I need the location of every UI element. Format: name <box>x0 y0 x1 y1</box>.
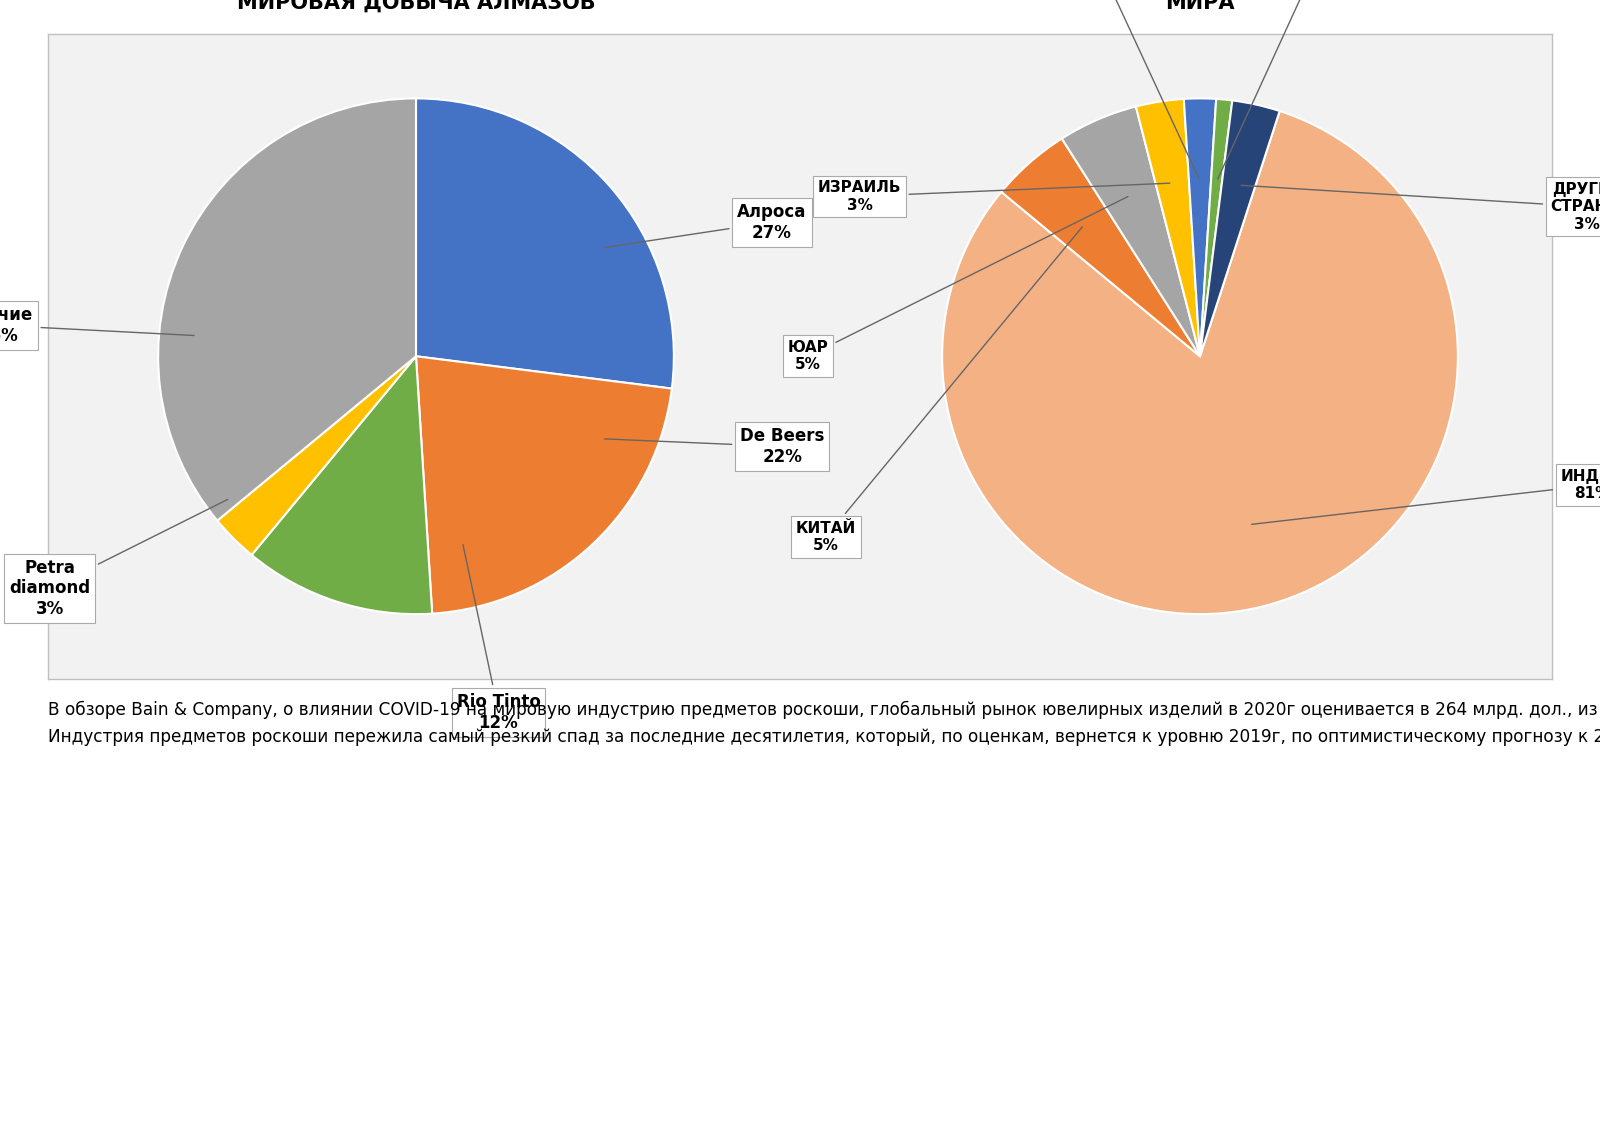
Text: Petra
diamond
3%: Petra diamond 3% <box>10 499 227 619</box>
Text: ИЗРАИЛЬ
3%: ИЗРАИЛЬ 3% <box>818 180 1170 213</box>
Text: ДРУГИЕ
СТРАНЫ
3%: ДРУГИЕ СТРАНЫ 3% <box>1242 182 1600 232</box>
Text: ЮАР
5%: ЮАР 5% <box>787 197 1128 372</box>
Wedge shape <box>1002 138 1200 356</box>
Title: ПРОИЗВОДСТВО  БРИЛЛИАНТОВ В СТРАНАХ
МИРА: ПРОИЗВОДСТВО БРИЛЛИАНТОВ В СТРАНАХ МИРА <box>933 0 1467 12</box>
Text: De Beers
22%: De Beers 22% <box>605 428 824 466</box>
Wedge shape <box>1062 106 1200 356</box>
Wedge shape <box>942 111 1458 614</box>
Wedge shape <box>251 356 432 614</box>
Text: Алроса
27%: Алроса 27% <box>605 202 806 248</box>
Text: БЕЛЬГИЯ
1%: БЕЛЬГИЯ 1% <box>1218 0 1357 179</box>
Wedge shape <box>416 98 674 389</box>
Title: МИРОВАЯ ДОБЫЧА АЛМАЗОВ: МИРОВАЯ ДОБЫЧА АЛМАЗОВ <box>237 0 595 12</box>
Wedge shape <box>218 356 416 555</box>
Wedge shape <box>1136 98 1200 356</box>
Wedge shape <box>1200 101 1280 356</box>
Text: КИТАЙ
5%: КИТАЙ 5% <box>795 227 1082 553</box>
Wedge shape <box>158 98 416 520</box>
Text: РОССИЯ
2%: РОССИЯ 2% <box>1067 0 1198 179</box>
Text: ИНДИЯ
81%: ИНДИЯ 81% <box>1251 469 1600 525</box>
Wedge shape <box>1184 98 1216 356</box>
Text: Rio Tinto
12%: Rio Tinto 12% <box>456 545 541 732</box>
Wedge shape <box>1200 98 1232 356</box>
Text: В обзоре Bain & Company, о влиянии COVID-19 на мировую индустрию предметов роско: В обзоре Bain & Company, о влиянии COVID… <box>48 701 1600 745</box>
Wedge shape <box>416 356 672 614</box>
Text: прочие
36%: прочие 36% <box>0 305 194 345</box>
